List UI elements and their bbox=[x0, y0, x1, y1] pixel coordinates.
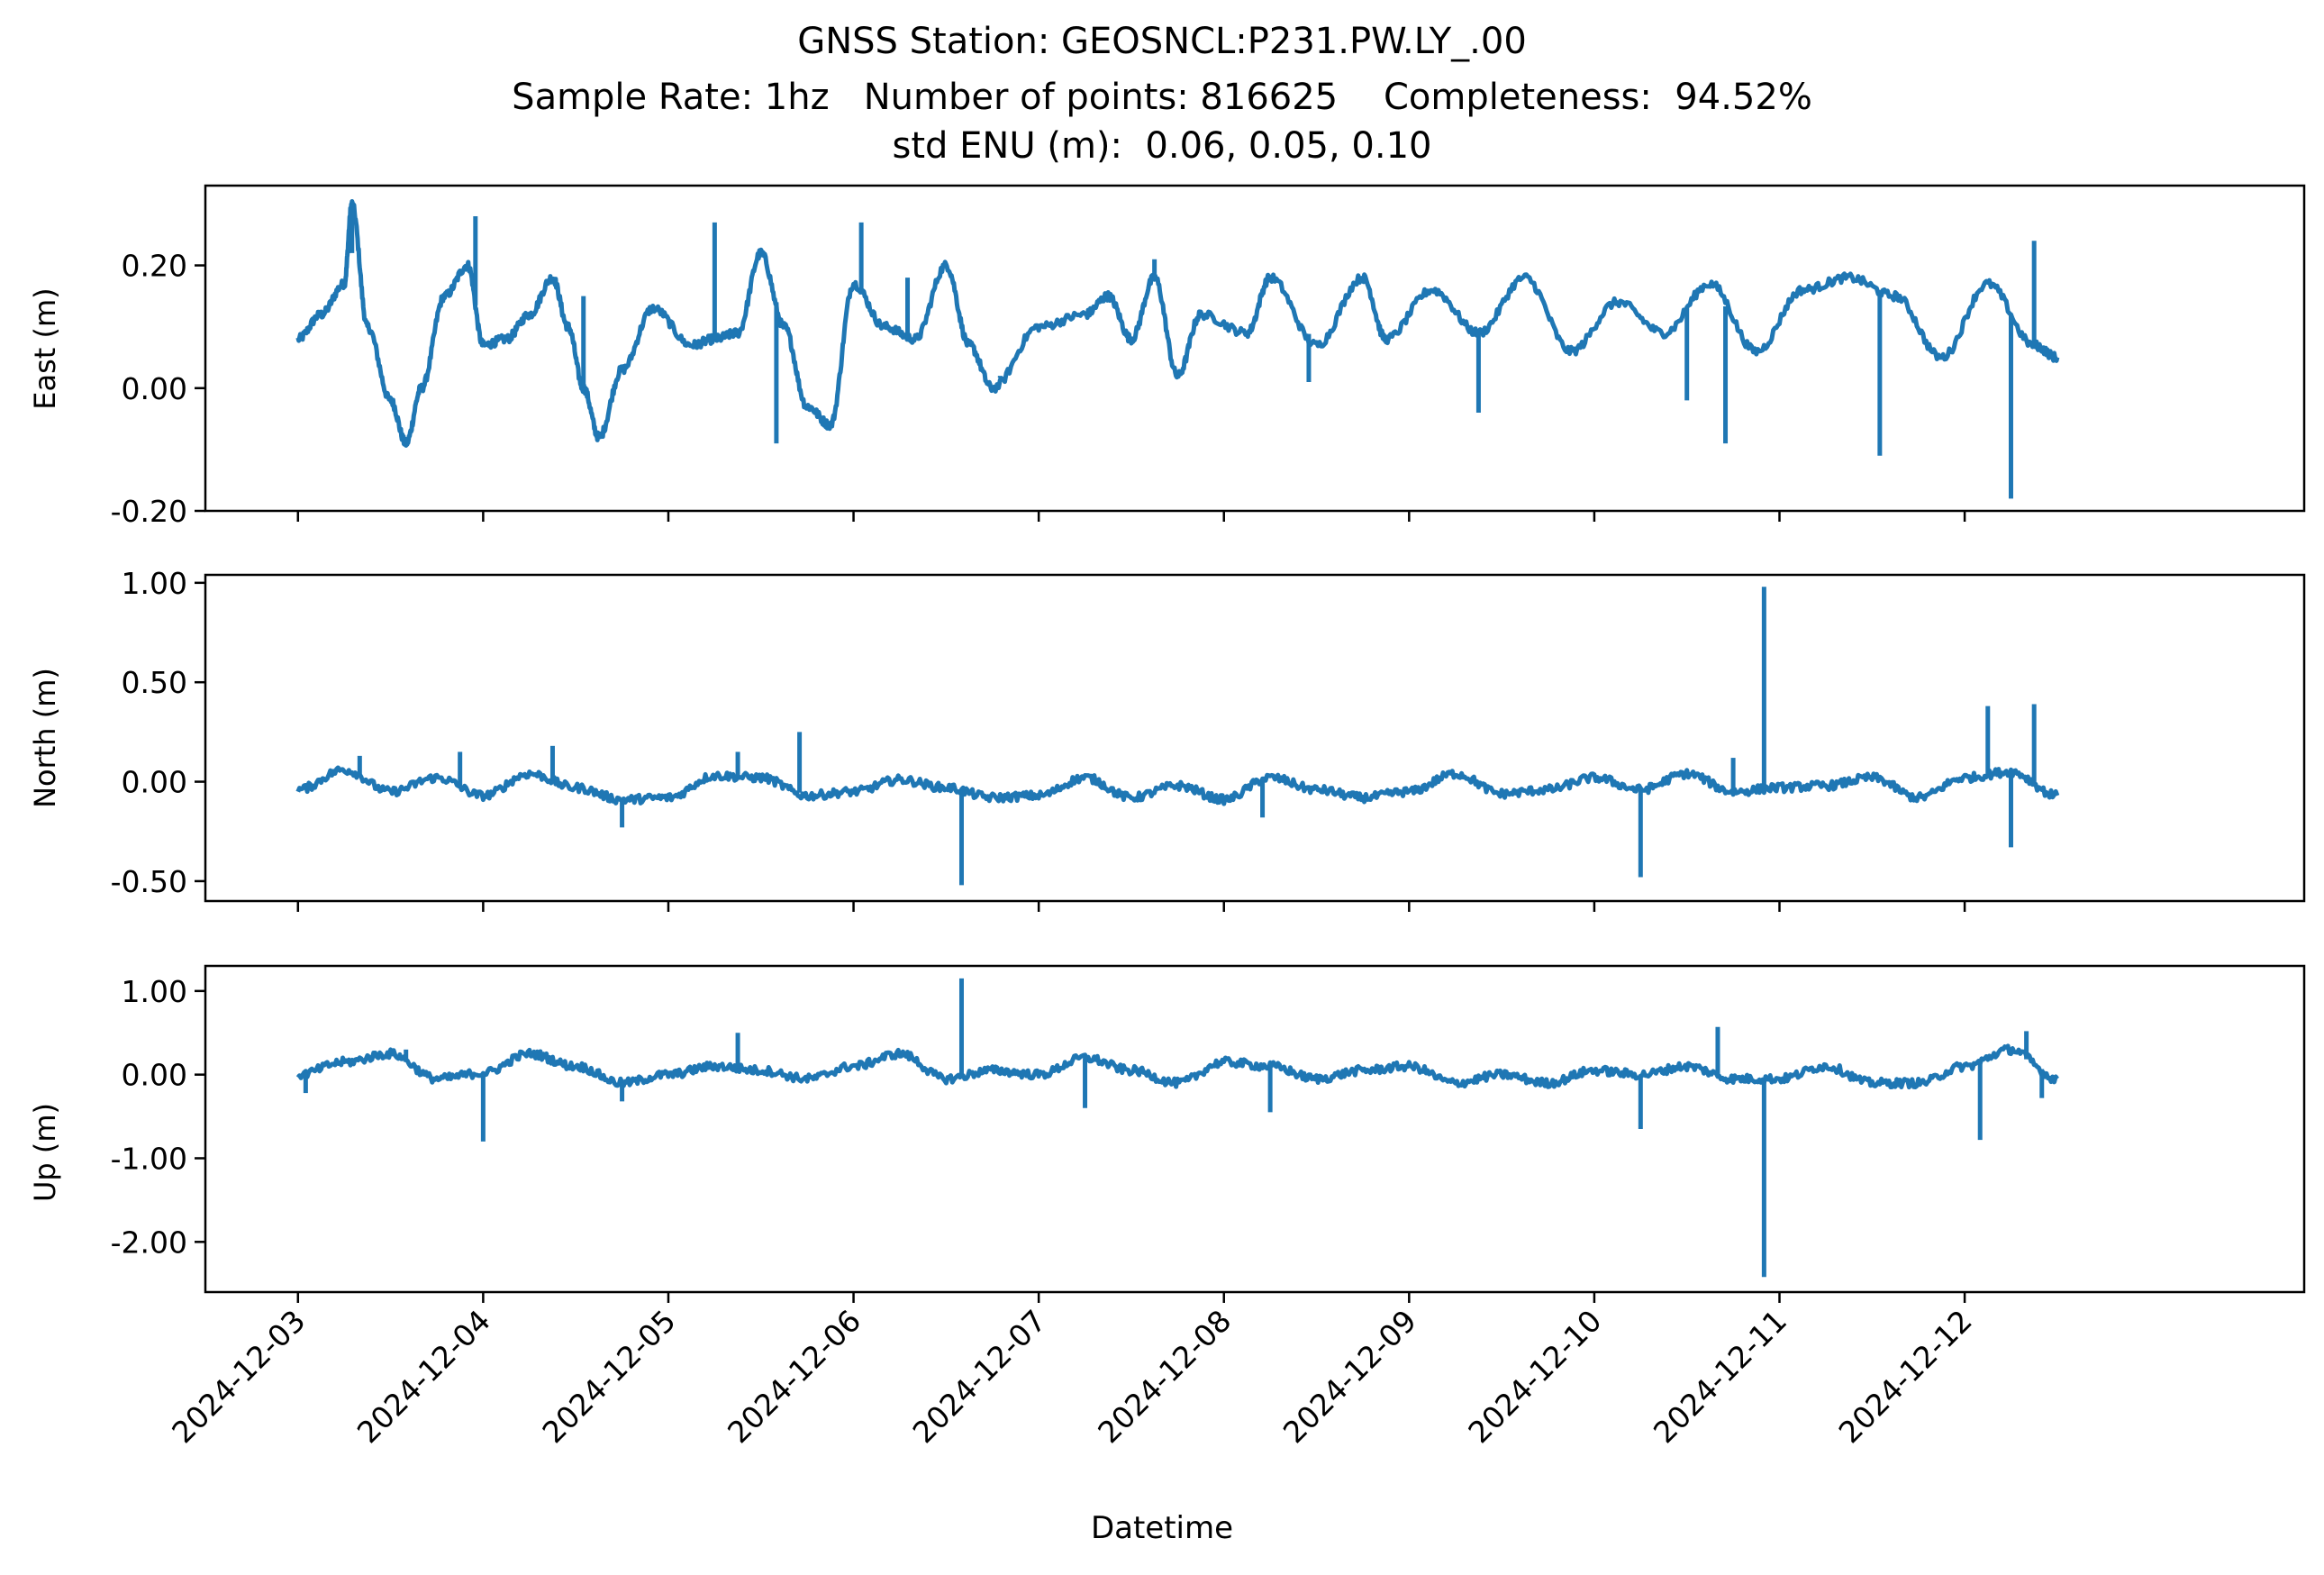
y-tick-label-2-3: -2.00 bbox=[111, 1224, 187, 1260]
x-tick-label-4: 2024-12-07 bbox=[906, 1303, 1053, 1450]
chart-title-line-2: Sample Rate: 1hz Number of points: 81662… bbox=[512, 77, 1812, 118]
axes-frame-1 bbox=[204, 573, 2306, 903]
y-tick-label-0-0: 0.20 bbox=[122, 249, 187, 284]
y-tick-label-0-2: -0.20 bbox=[111, 494, 187, 529]
y-tick-label-1-1: 0.50 bbox=[122, 665, 187, 700]
x-tick-label-8: 2024-12-11 bbox=[1647, 1303, 1793, 1450]
series-line-1 bbox=[295, 765, 2060, 806]
x-tick-label-2: 2024-12-05 bbox=[535, 1303, 682, 1450]
chart-title-line-1: GNSS Station: GEOSNCL:P231.PW.LY_.00 bbox=[797, 21, 1527, 62]
up-panel: 1.00 0.00 -1.00 -2.00 2024-12-03 2024-12-04 20… bbox=[111, 964, 2306, 1450]
series-line-2 bbox=[295, 1043, 2059, 1090]
x-tick-label-0: 2024-12-03 bbox=[165, 1303, 312, 1450]
chart-title-line-3: std ENU (m): 0.06, 0.05, 0.10 bbox=[892, 125, 1432, 167]
x-tick-label-6: 2024-12-09 bbox=[1276, 1303, 1423, 1450]
x-tick-label-5: 2024-12-08 bbox=[1091, 1303, 1238, 1450]
y-tick-label-2-0: 1.00 bbox=[122, 974, 187, 1009]
x-axis-label: Datetime bbox=[1090, 1510, 1234, 1546]
x-tick-label-1: 2024-12-04 bbox=[350, 1303, 497, 1450]
east-axis-label: East (m) bbox=[28, 287, 62, 410]
east-panel: 0.20 0.00 -0.20 bbox=[111, 184, 2306, 529]
up-axis-label: Up (m) bbox=[28, 1102, 62, 1203]
north-panel: 1.00 0.50 0.00 -0.50 bbox=[111, 566, 2306, 912]
series-line-0 bbox=[295, 199, 2060, 448]
y-tick-label-2-2: -1.00 bbox=[111, 1141, 187, 1176]
north-axis-label: North (m) bbox=[28, 668, 62, 808]
y-tick-label-2-1: 0.00 bbox=[122, 1058, 187, 1093]
y-tick-label-1-3: -0.50 bbox=[111, 864, 187, 899]
y-tick-label-1-2: 0.00 bbox=[122, 765, 187, 800]
y-tick-label-0-1: 0.00 bbox=[122, 371, 187, 406]
x-tick-label-9: 2024-12-12 bbox=[1832, 1303, 1979, 1450]
x-tick-label-3: 2024-12-06 bbox=[721, 1303, 867, 1450]
axes-frame-2 bbox=[204, 964, 2306, 1294]
axes-frame-0 bbox=[204, 184, 2306, 513]
x-tick-label-7: 2024-12-10 bbox=[1461, 1303, 1608, 1450]
y-tick-label-1-0: 1.00 bbox=[122, 566, 187, 601]
